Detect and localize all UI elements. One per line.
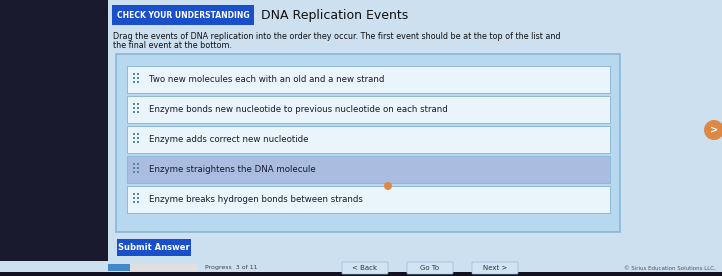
FancyBboxPatch shape [133,111,135,113]
Text: Enzyme adds correct new nucleotide: Enzyme adds correct new nucleotide [149,134,308,144]
FancyBboxPatch shape [137,137,139,139]
Text: Drag the events of DNA replication into the order they occur. The first event sh: Drag the events of DNA replication into … [113,32,560,41]
FancyBboxPatch shape [472,262,518,274]
FancyBboxPatch shape [0,272,722,276]
FancyBboxPatch shape [133,193,135,195]
FancyBboxPatch shape [137,77,139,79]
Text: the final event at the bottom.: the final event at the bottom. [113,41,232,50]
FancyBboxPatch shape [137,201,139,203]
FancyBboxPatch shape [137,107,139,109]
FancyBboxPatch shape [108,264,130,271]
Text: Enzyme bonds new nucleotide to previous nucleotide on each strand: Enzyme bonds new nucleotide to previous … [149,105,448,113]
FancyBboxPatch shape [0,261,722,276]
Text: Next >: Next > [483,265,507,271]
FancyBboxPatch shape [137,73,139,75]
Circle shape [704,120,722,140]
FancyBboxPatch shape [137,197,139,199]
FancyBboxPatch shape [133,137,135,139]
FancyBboxPatch shape [0,0,108,276]
FancyBboxPatch shape [137,193,139,195]
FancyBboxPatch shape [133,141,135,143]
FancyBboxPatch shape [133,73,135,75]
Text: Progress  3 of 11: Progress 3 of 11 [205,266,258,270]
FancyBboxPatch shape [133,103,135,105]
FancyBboxPatch shape [137,167,139,169]
FancyBboxPatch shape [133,197,135,199]
FancyBboxPatch shape [108,264,198,271]
FancyBboxPatch shape [133,171,135,173]
FancyBboxPatch shape [133,77,135,79]
Text: CHECK YOUR UNDERSTANDING: CHECK YOUR UNDERSTANDING [117,10,249,20]
Text: Go To: Go To [420,265,440,271]
Text: DNA Replication Events: DNA Replication Events [261,9,408,22]
FancyBboxPatch shape [137,133,139,135]
FancyBboxPatch shape [126,65,609,92]
FancyBboxPatch shape [137,111,139,113]
FancyBboxPatch shape [108,0,722,262]
Text: Submit Answer: Submit Answer [118,243,190,252]
FancyBboxPatch shape [133,201,135,203]
FancyBboxPatch shape [137,81,139,83]
FancyBboxPatch shape [126,155,609,182]
FancyBboxPatch shape [126,126,609,153]
FancyBboxPatch shape [342,262,388,274]
FancyBboxPatch shape [133,81,135,83]
Text: Enzyme breaks hydrogen bonds between strands: Enzyme breaks hydrogen bonds between str… [149,195,363,203]
Text: Enzyme straightens the DNA molecule: Enzyme straightens the DNA molecule [149,164,316,174]
FancyBboxPatch shape [126,95,609,123]
FancyBboxPatch shape [407,262,453,274]
Text: Two new molecules each with an old and a new strand: Two new molecules each with an old and a… [149,75,384,84]
FancyBboxPatch shape [137,163,139,165]
FancyBboxPatch shape [137,171,139,173]
Text: © Sirius Education Solutions LLC.: © Sirius Education Solutions LLC. [625,266,716,270]
FancyBboxPatch shape [117,239,191,256]
Text: >: > [710,125,718,135]
FancyBboxPatch shape [133,163,135,165]
Circle shape [384,182,392,190]
FancyBboxPatch shape [126,185,609,213]
FancyBboxPatch shape [137,141,139,143]
FancyBboxPatch shape [112,5,254,25]
FancyBboxPatch shape [133,133,135,135]
Text: < Back: < Back [352,265,378,271]
FancyBboxPatch shape [133,167,135,169]
FancyBboxPatch shape [133,107,135,109]
FancyBboxPatch shape [137,103,139,105]
FancyBboxPatch shape [116,54,620,232]
